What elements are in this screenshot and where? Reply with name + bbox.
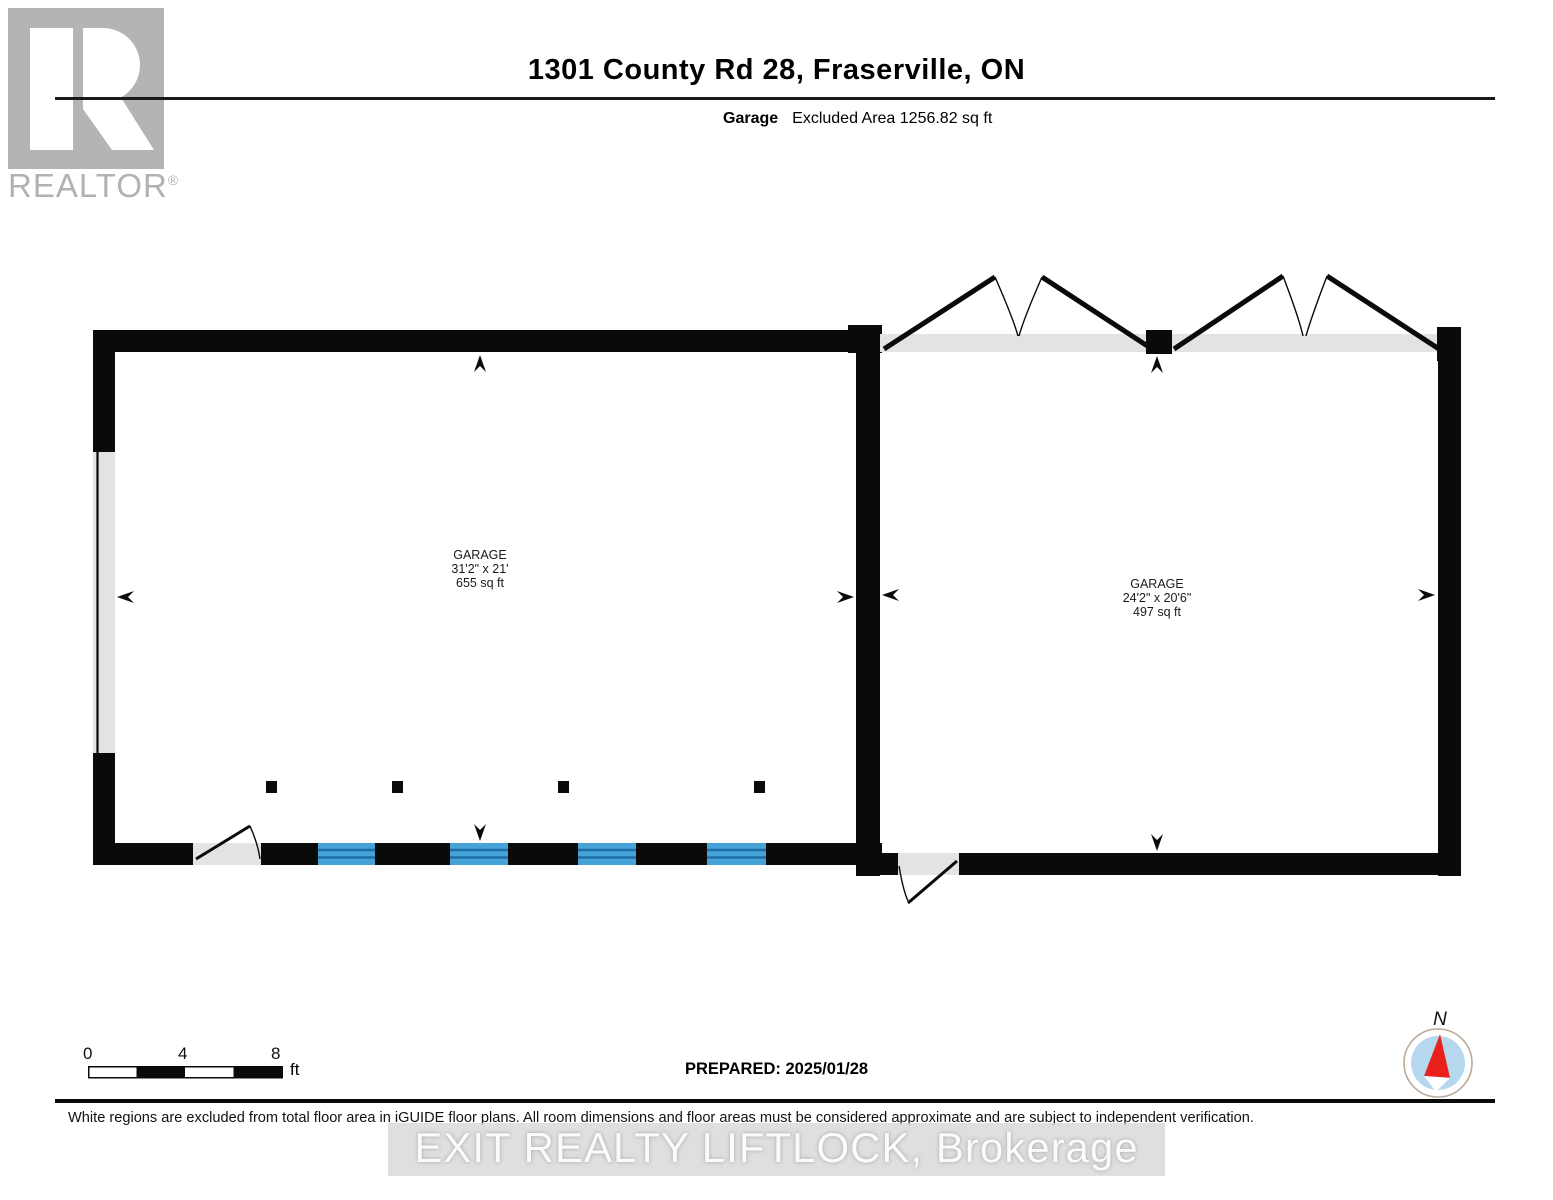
window-icon: [450, 843, 508, 865]
floor-name: Garage: [723, 110, 779, 127]
double-door-swing-icon: [882, 273, 1441, 352]
dimension-arrow-down: [474, 824, 486, 841]
compass-icon: N: [1403, 1009, 1473, 1098]
room-name: GARAGE: [1130, 577, 1184, 591]
header-divider: [55, 97, 1495, 100]
dimension-arrow-right: [1418, 589, 1435, 601]
dimension-arrow-left: [882, 589, 899, 601]
window-icon: [578, 843, 636, 865]
window-icon: [707, 843, 766, 865]
room-name: GARAGE: [453, 548, 507, 562]
room-area: 497 sq ft: [1133, 605, 1181, 619]
dimension-arrow-right: [837, 591, 854, 603]
support-posts: [266, 781, 765, 793]
dimension-arrow-down: [1151, 834, 1163, 851]
dimension-arrow-up: [474, 355, 486, 372]
room-label: GARAGE 31'2" x 21' 655 sq ft: [370, 548, 590, 590]
scale-label-4: 4: [178, 1044, 188, 1063]
dimension-arrows: [882, 356, 1435, 851]
prepared-date: PREPARED: 2025/01/28: [684, 1060, 869, 1078]
door-swing-icon: [193, 824, 261, 865]
floor-summary: Garage Excluded Area 1256.82 sq ft: [723, 110, 992, 128]
dividing-wall: [848, 325, 882, 876]
room-dimensions: 24'2" x 20'6": [1122, 591, 1192, 605]
door-swing-icon: [898, 853, 959, 905]
disclaimer-text: White regions are excluded from total fl…: [68, 1110, 1254, 1126]
scale-label-0: 0: [83, 1044, 93, 1063]
room-area: 655 sq ft: [456, 576, 504, 590]
registered-mark: ®: [167, 172, 180, 188]
watermark-row: EXIT REALTY LIFTLOCK, Brokerage: [0, 1123, 1553, 1176]
wall-opening: [93, 452, 115, 753]
compass-north-label: N: [1433, 1009, 1447, 1030]
realtor-logo-icon: [8, 8, 164, 169]
realtor-wordmark: REALTOR®: [8, 167, 180, 204]
brokerage-watermark: EXIT REALTY LIFTLOCK, Brokerage: [388, 1123, 1165, 1176]
scale-label-8: 8: [271, 1044, 281, 1063]
compass-needle: [1424, 1034, 1450, 1092]
room-dimensions: 31'2" x 21': [451, 562, 509, 576]
left-garage: [93, 330, 882, 865]
dimension-arrows: [117, 355, 854, 841]
excluded-area-text: Excluded Area 1256.82 sq ft: [792, 110, 993, 127]
window-icon: [318, 843, 375, 865]
dimension-arrow-left: [117, 591, 134, 603]
dimension-arrow-up: [1151, 356, 1163, 373]
window-icons: [318, 843, 766, 865]
right-garage: [878, 273, 1461, 905]
scale-bar-icon: [88, 1066, 283, 1079]
footer-divider: [55, 1099, 1495, 1103]
room-label: GARAGE 24'2" x 20'6" 497 sq ft: [1047, 577, 1267, 619]
scale-unit: ft: [290, 1060, 300, 1079]
page-title: 1301 County Rd 28, Fraserville, ON: [527, 54, 1026, 86]
